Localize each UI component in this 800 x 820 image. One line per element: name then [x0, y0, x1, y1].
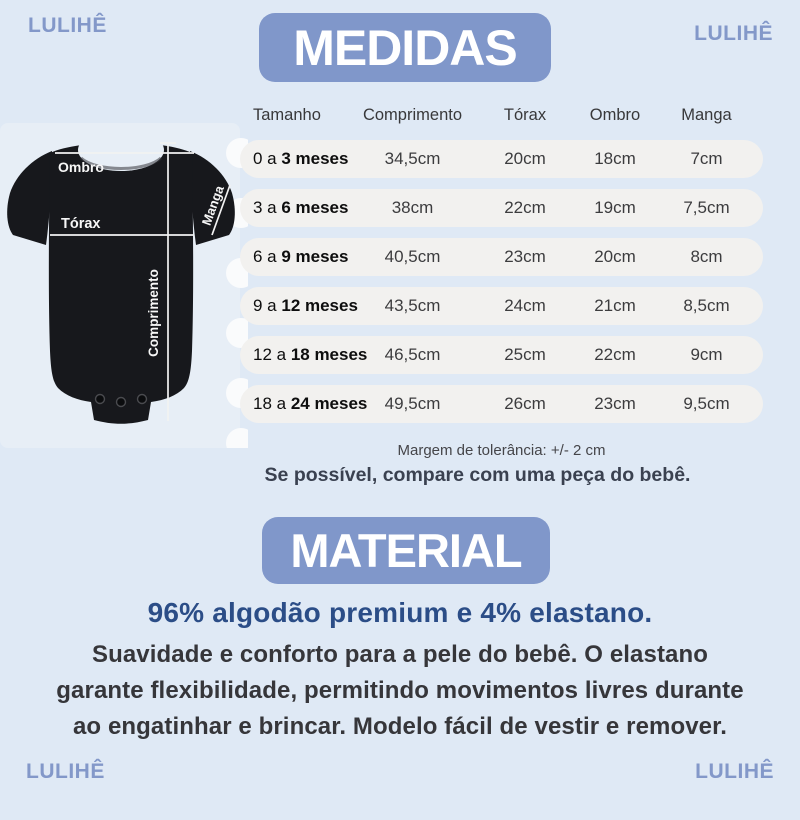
cell-comprimento: 34,5cm [384, 149, 441, 168]
size-prefix: 18 a [253, 394, 291, 413]
table-header-row: Tamanho Comprimento Tórax Ombro Manga [240, 106, 763, 125]
size-bold: 3 meses [281, 149, 349, 168]
size-cell: 12 a 18 meses [240, 345, 367, 365]
size-cell: 6 a 9 meses [240, 247, 355, 267]
cell-manga: 8,5cm [683, 296, 730, 315]
cell-manga: 9cm [690, 345, 723, 364]
cell-manga: 9,5cm [683, 394, 730, 413]
snap-buttons [94, 393, 148, 408]
header-comprimento: Comprimento [362, 106, 463, 124]
size-bold: 6 meses [281, 198, 349, 217]
size-prefix: 6 a [253, 247, 282, 266]
brand-watermark-top-right: LULIHÊ [694, 22, 773, 45]
cell-comprimento: 38cm [391, 198, 434, 217]
cell-ombro: 23cm [594, 394, 636, 413]
cell-manga: 7,5cm [683, 198, 730, 217]
header-torax: Tórax [503, 106, 547, 124]
size-bold: 9 meses [281, 247, 349, 266]
cell-ombro: 20cm [594, 247, 636, 266]
description-line: ao engatinhar e brincar. Modelo fácil de… [72, 713, 728, 740]
cell-comprimento: 40,5cm [384, 247, 441, 266]
header-ombro: Ombro [589, 106, 641, 124]
cell-torax: 25cm [504, 345, 546, 364]
tolerance-note: Margem de tolerância: +/- 2 cm [397, 442, 606, 459]
table-row: 6 a 9 meses 40,5cm 23cm 20cm 8cm [240, 238, 763, 276]
cell-comprimento: 49,5cm [384, 394, 441, 413]
size-bold: 12 meses [281, 296, 358, 315]
manga-line [211, 184, 231, 236]
size-cell: 3 a 6 meses [240, 198, 355, 218]
material-description: Suavidade e conforto para a pele do bebê… [0, 637, 800, 745]
table-rows: 0 a 3 meses 34,5cm 20cm 18cm 7cm 3 a 6 m… [240, 140, 763, 434]
size-prefix: 3 a [253, 198, 282, 217]
brand-watermark-bottom-left: LULIHÊ [26, 760, 105, 783]
cell-torax: 26cm [504, 394, 546, 413]
description-line: garante flexibilidade, permitindo movime… [56, 677, 744, 704]
cell-comprimento: 46,5cm [384, 345, 441, 364]
cell-torax: 20cm [504, 149, 546, 168]
medidas-title: MEDIDAS [293, 19, 518, 76]
table-row: 3 a 6 meses 38cm 22cm 19cm 7,5cm [240, 189, 763, 227]
medidas-title-badge: MEDIDAS [259, 13, 551, 82]
table-row: 18 a 24 meses 49,5cm 26cm 23cm 9,5cm [240, 385, 763, 423]
neckline [78, 129, 164, 171]
cell-ombro: 19cm [594, 198, 636, 217]
cell-torax: 24cm [504, 296, 546, 315]
cell-ombro: 22cm [594, 345, 636, 364]
size-bold: 18 meses [290, 345, 368, 364]
cell-ombro: 18cm [594, 149, 636, 168]
size-prefix: 9 a [253, 296, 282, 315]
table-row: 9 a 12 meses 43,5cm 24cm 21cm 8,5cm [240, 287, 763, 325]
cell-manga: 7cm [690, 149, 723, 168]
size-bold: 24 meses [290, 394, 368, 413]
size-cell: 0 a 3 meses [240, 149, 355, 169]
table-row: 0 a 3 meses 34,5cm 20cm 18cm 7cm [240, 140, 763, 178]
onesie-sleeve-right [190, 151, 235, 245]
onesie-body [48, 142, 194, 424]
brand-watermark-bottom-right: LULIHÊ [695, 760, 774, 783]
compare-note: Se possível, compare com uma peça do beb… [264, 464, 691, 486]
size-cell: 9 a 12 meses [240, 296, 358, 316]
ombro-label: Ombro [58, 159, 104, 175]
size-prefix: 12 a [253, 345, 291, 364]
composition-text: 96% algodão premium e 4% elastano. [147, 597, 653, 628]
collar-shadow [79, 156, 163, 170]
header-tamanho: Tamanho [253, 106, 321, 124]
header-manga: Manga [681, 106, 732, 124]
material-title-badge: MATERIAL [262, 517, 550, 584]
brand-watermark-top-left: LULIHÊ [28, 14, 107, 37]
material-title: MATERIAL [290, 524, 522, 577]
table-row: 12 a 18 meses 46,5cm 25cm 22cm 9cm [240, 336, 763, 374]
cell-comprimento: 43,5cm [384, 296, 441, 315]
cell-torax: 22cm [504, 198, 546, 217]
onesie-sleeve-left [7, 151, 52, 245]
onesie-diagram: Ombro Tórax Comprimento Manga [0, 123, 248, 448]
cell-manga: 8cm [690, 247, 723, 266]
size-prefix: 0 a [253, 149, 282, 168]
torax-label: Tórax [61, 216, 101, 232]
description-line: Suavidade e conforto para a pele do bebê… [91, 641, 709, 668]
comprimento-label: Comprimento [146, 269, 161, 357]
size-cell: 18 a 24 meses [240, 394, 367, 414]
cell-ombro: 21cm [594, 296, 636, 315]
cell-torax: 23cm [504, 247, 546, 266]
